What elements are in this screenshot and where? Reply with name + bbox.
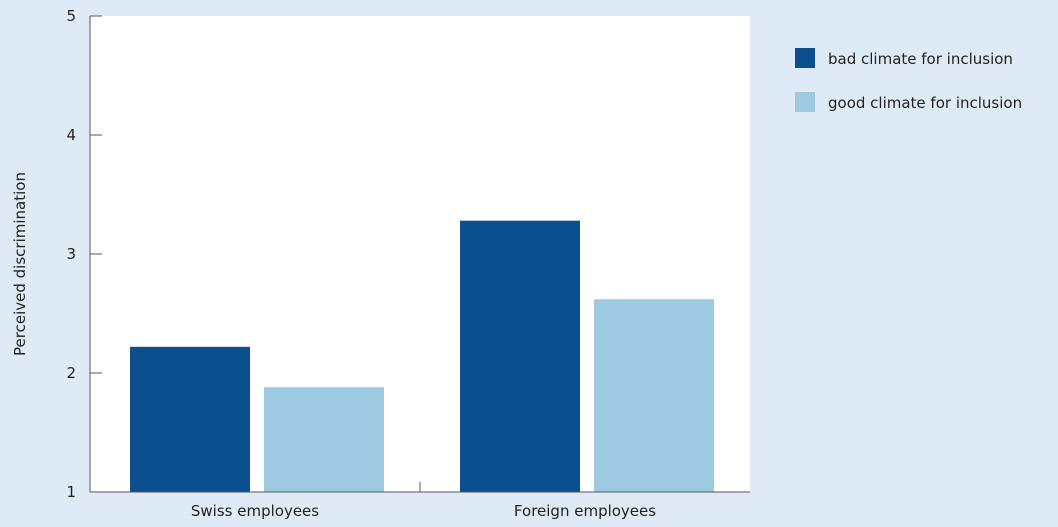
x-category-label: Foreign employees <box>514 502 656 520</box>
y-tick-label: 4 <box>66 126 76 144</box>
bar <box>460 220 580 492</box>
bar <box>594 299 714 492</box>
legend-swatch <box>795 48 815 68</box>
x-category-label: Swiss employees <box>191 502 319 520</box>
y-tick-label: 1 <box>66 483 76 501</box>
y-tick-label: 2 <box>66 364 76 382</box>
bar <box>264 387 384 492</box>
legend-label: bad climate for inclusion <box>828 50 1013 68</box>
y-tick-label: 3 <box>66 245 76 263</box>
bar <box>130 346 250 492</box>
legend-swatch <box>795 92 815 112</box>
y-axis-label: Perceived discrimination <box>11 172 29 356</box>
y-tick-label: 5 <box>66 7 76 25</box>
legend-label: good climate for inclusion <box>828 94 1022 112</box>
